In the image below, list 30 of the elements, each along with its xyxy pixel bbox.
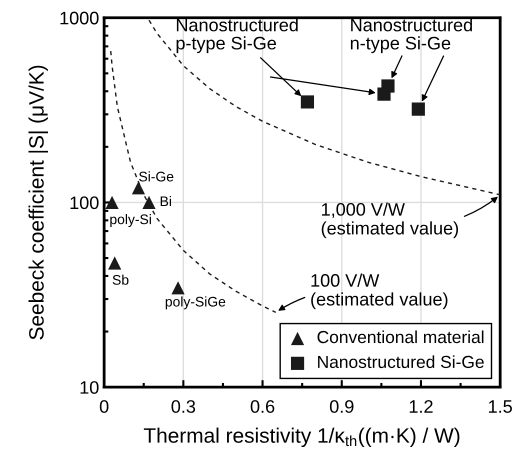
annotation: Bi (160, 196, 171, 206)
point (132, 181, 146, 194)
annotation: Sb (112, 274, 128, 285)
annotation: 100 V/W (estimated value) (311, 274, 448, 310)
x-tick-label: 0 (100, 400, 108, 413)
y-tick-label: 100 (70, 196, 99, 210)
x-tick-label: 0.6 (250, 400, 274, 413)
annotation: 1,000 V/W (estimated value) (322, 202, 458, 238)
y-tick-label: 1000 (60, 12, 99, 24)
y-axis-title: Seebeck coefficient |S| (μV/K) (28, 66, 48, 340)
legend-label: Conventional material (318, 330, 484, 344)
point (412, 102, 425, 116)
x-tick-label: 1.5 (489, 400, 512, 413)
legend-label: Nanostructured Si-Ge (318, 355, 484, 368)
y-tick-label: 10 (80, 381, 99, 394)
point (171, 281, 185, 294)
point (300, 95, 314, 109)
x-tick-label: 0.3 (172, 400, 196, 413)
point (108, 256, 122, 270)
x-tick-label: 0.9 (330, 400, 354, 413)
point (142, 196, 156, 210)
x-axis-title: Thermal resistivity 1/κ$_{th}$((m·K) / W) (144, 428, 460, 448)
point (381, 79, 395, 93)
point (105, 196, 119, 210)
x-tick-label: 1.2 (410, 400, 433, 413)
annotation: Nanostructured n-type Si-Ge (350, 18, 472, 54)
annotation: poly-SiGe (166, 296, 226, 310)
annotation: Si-Ge (139, 171, 174, 182)
annotation: poly-Si (110, 214, 151, 227)
annotation: Nanostructured p-type Si-Ge (176, 18, 298, 54)
